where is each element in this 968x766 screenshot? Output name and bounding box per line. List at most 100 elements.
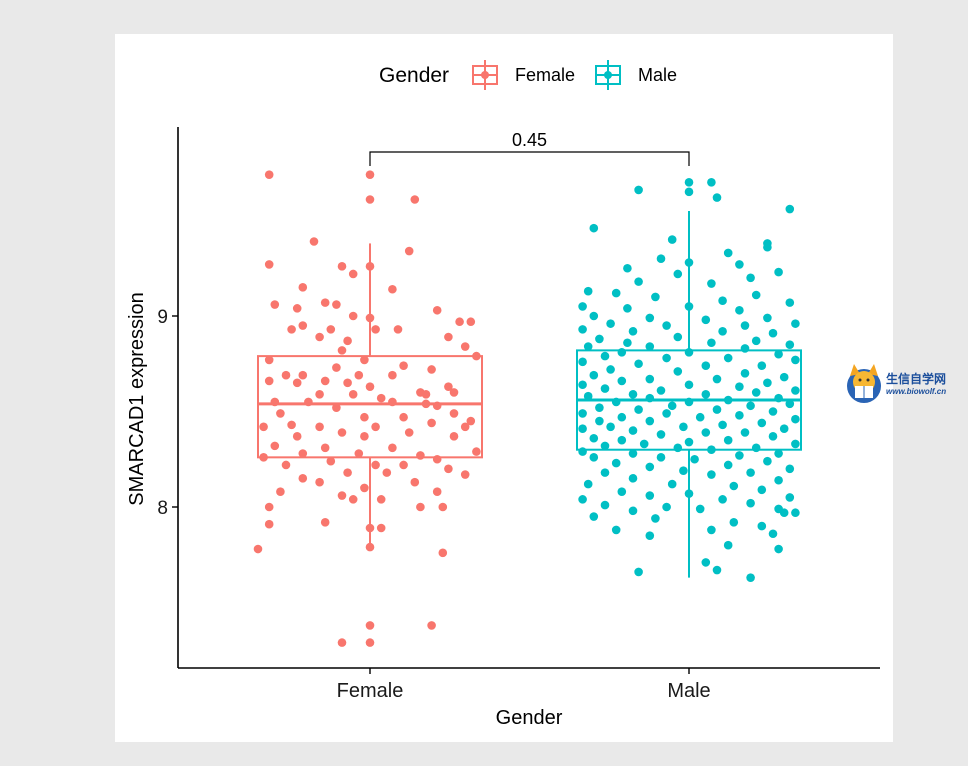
male-data-point — [634, 185, 643, 195]
female-data-point — [466, 416, 476, 426]
male-data-point — [651, 514, 660, 523]
female-data-point — [432, 401, 442, 411]
female-data-point — [404, 246, 414, 256]
male-data-point — [651, 292, 660, 302]
male-data-point — [628, 449, 638, 458]
male-data-point — [779, 424, 789, 433]
male-data-point — [595, 416, 604, 426]
y-tick-label: 8 — [157, 498, 168, 519]
male-data-point — [634, 359, 643, 369]
male-data-point — [679, 422, 688, 432]
male-data-point — [729, 517, 739, 527]
male-data-point — [645, 491, 655, 500]
male-data-point — [751, 290, 761, 300]
female-data-point — [298, 370, 308, 380]
female-data-point — [281, 370, 291, 380]
female-data-point — [315, 332, 324, 342]
male-data-point — [645, 342, 655, 351]
female-data-point — [432, 487, 442, 497]
female-data-point — [343, 468, 352, 477]
female-data-point — [460, 342, 470, 351]
female-data-point — [270, 397, 280, 407]
watermark-logo: 生信自学网 www.biowolf.cn — [844, 362, 968, 408]
male-data-point — [662, 353, 671, 363]
male-data-point — [695, 504, 705, 514]
comparison-bracket — [369, 151, 690, 166]
female-data-point — [376, 495, 386, 504]
female-data-point — [343, 378, 352, 388]
male-data-point — [639, 439, 649, 449]
male-data-point — [684, 258, 694, 267]
male-data-point — [785, 464, 795, 474]
female-data-point — [332, 300, 341, 309]
male-data-point — [645, 531, 655, 540]
female-data-point — [332, 363, 341, 372]
male-data-point — [723, 353, 733, 363]
male-data-point — [628, 326, 638, 336]
female-data-point — [360, 432, 369, 441]
chart-panel: 8 9 SMARCAD1 expression Female Male Gender 0.4… — [115, 34, 893, 742]
male-data-point — [662, 321, 671, 330]
male-data-point — [701, 390, 711, 399]
female-data-point — [337, 491, 347, 500]
male-data-point — [763, 313, 772, 323]
male-data-point — [673, 367, 683, 376]
male-data-point — [712, 374, 722, 384]
male-data-point — [779, 372, 789, 382]
male-data-point — [757, 418, 767, 428]
male-data-point — [623, 304, 632, 313]
female-data-point — [320, 298, 330, 307]
male-data-point — [589, 223, 599, 233]
female-data-point — [360, 355, 369, 365]
male-data-point — [578, 325, 587, 334]
female-data-point — [438, 548, 448, 558]
female-data-point — [354, 370, 364, 380]
female-data-point — [292, 432, 302, 441]
female-data-point — [348, 390, 358, 399]
female-data-point — [455, 317, 464, 327]
female-data-point — [365, 523, 375, 533]
male-data-point — [684, 302, 694, 311]
watermark-subtitle: www.biowolf.cn — [886, 387, 947, 396]
male-data-point — [791, 319, 800, 328]
male-data-point — [757, 485, 767, 495]
female-data-point — [348, 311, 358, 321]
female-data-point — [360, 412, 369, 422]
p-value-label: 0.45 — [512, 130, 547, 150]
male-data-point — [595, 403, 604, 412]
female-data-point — [438, 502, 448, 512]
female-data-point — [416, 451, 425, 460]
male-data-point — [617, 347, 627, 357]
male-data-point — [718, 326, 727, 336]
male-data-point — [757, 361, 767, 370]
male-data-point — [746, 498, 755, 508]
male-data-point — [623, 263, 632, 273]
male-data-point — [600, 468, 610, 477]
female-data-point — [376, 393, 386, 403]
male-data-point — [707, 470, 716, 479]
female-data-point — [337, 428, 347, 437]
female-data-point — [371, 460, 380, 470]
female-data-point — [270, 441, 280, 451]
male-data-point — [712, 565, 722, 575]
male-data-point — [600, 351, 610, 361]
male-data-point — [578, 495, 587, 504]
female-data-point — [264, 376, 274, 386]
male-data-point — [656, 430, 666, 439]
male-data-point — [667, 479, 677, 489]
male-data-point — [606, 422, 615, 432]
male-data-point — [791, 414, 800, 424]
male-data-point — [617, 376, 627, 386]
male-data-point — [785, 204, 795, 214]
male-data-point — [583, 286, 593, 296]
male-data-point — [768, 407, 778, 416]
male-data-point — [785, 340, 795, 349]
female-data-point — [449, 432, 459, 441]
male-data-point — [578, 447, 587, 456]
male-data-point — [695, 412, 705, 422]
male-data-point — [684, 397, 694, 407]
male-data-point — [751, 443, 761, 453]
female-data-point — [315, 422, 324, 432]
y-tick-label: 9 — [157, 307, 168, 328]
female-data-point — [326, 456, 336, 466]
